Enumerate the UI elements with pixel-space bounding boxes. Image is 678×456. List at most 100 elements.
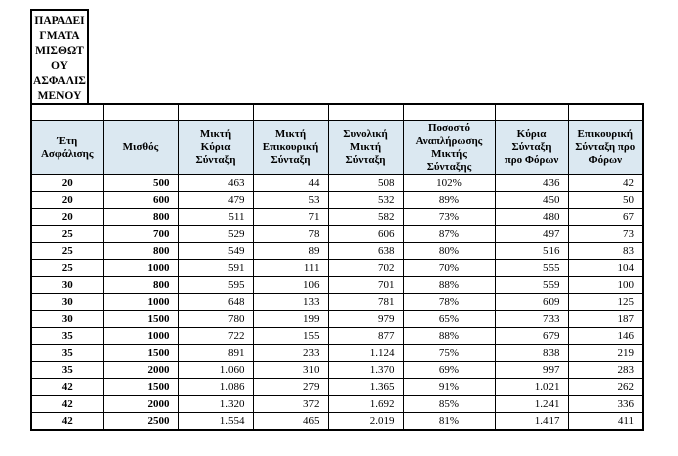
table-cell: 877 bbox=[327, 327, 404, 345]
spacer-cell bbox=[327, 103, 404, 121]
table-cell: 78 bbox=[252, 225, 329, 243]
table-cell: 891 bbox=[177, 344, 254, 362]
table-cell: 80% bbox=[402, 242, 496, 260]
table-cell: 100 bbox=[567, 276, 644, 294]
header-total-gross-pension: Συνολική Μικτή Σύνταξη bbox=[327, 120, 404, 175]
table-cell: 591 bbox=[177, 259, 254, 277]
table-row: 30 800 595 106 701 88% 559 100 bbox=[30, 276, 644, 294]
table-cell: 1.692 bbox=[327, 395, 404, 413]
table-cell: 75% bbox=[402, 344, 496, 362]
table-cell: 78% bbox=[402, 293, 496, 311]
table-cell: 595 bbox=[177, 276, 254, 294]
table-cell: 702 bbox=[327, 259, 404, 277]
table-cell: 463 bbox=[177, 174, 254, 192]
table-cell: 436 bbox=[494, 174, 569, 192]
table-cell: 480 bbox=[494, 208, 569, 226]
table-cell: 67 bbox=[567, 208, 644, 226]
table-cell: 532 bbox=[327, 191, 404, 209]
header-gross-auxiliary-pension: Μικτή Επικουρική Σύνταξη bbox=[252, 120, 329, 175]
table-cell: 89% bbox=[402, 191, 496, 209]
table-row: 35 2000 1.060 310 1.370 69% 997 283 bbox=[30, 361, 644, 379]
table-cell: 155 bbox=[252, 327, 329, 345]
spacer-row bbox=[30, 103, 644, 121]
header-auxiliary-pension-pretax: Επικουρική Σύνταξη προ Φόρων bbox=[567, 120, 644, 175]
table-cell: 20 bbox=[30, 174, 104, 192]
table-cell: 279 bbox=[252, 378, 329, 396]
table-cell: 111 bbox=[252, 259, 329, 277]
table-row: 25 1000 591 111 702 70% 555 104 bbox=[30, 259, 644, 277]
table-cell: 106 bbox=[252, 276, 329, 294]
table-cell: 73% bbox=[402, 208, 496, 226]
table-cell: 1000 bbox=[102, 259, 179, 277]
table-cell: 648 bbox=[177, 293, 254, 311]
header-row: Έτη Ασφάλισης Μισθός Μικτή Κύρια Σύνταξη… bbox=[30, 120, 644, 175]
table-cell: 133 bbox=[252, 293, 329, 311]
table-cell: 549 bbox=[177, 242, 254, 260]
table-cell: 42 bbox=[30, 378, 104, 396]
table-cell: 20 bbox=[30, 208, 104, 226]
table-cell: 1.241 bbox=[494, 395, 569, 413]
table-cell: 411 bbox=[567, 412, 644, 431]
table-cell: 125 bbox=[567, 293, 644, 311]
table-cell: 336 bbox=[567, 395, 644, 413]
table-cell: 582 bbox=[327, 208, 404, 226]
table-cell: 1.021 bbox=[494, 378, 569, 396]
spacer-cell bbox=[252, 103, 329, 121]
table-cell: 1.370 bbox=[327, 361, 404, 379]
table-cell: 283 bbox=[567, 361, 644, 379]
table-cell: 1.365 bbox=[327, 378, 404, 396]
table-cell: 25 bbox=[30, 259, 104, 277]
table-cell: 89 bbox=[252, 242, 329, 260]
table-cell: 2.019 bbox=[327, 412, 404, 431]
table-row: 35 1500 891 233 1.124 75% 838 219 bbox=[30, 344, 644, 362]
table-cell: 262 bbox=[567, 378, 644, 396]
table-cell: 30 bbox=[30, 310, 104, 328]
table-cell: 35 bbox=[30, 344, 104, 362]
spacer-cell bbox=[102, 103, 179, 121]
table-cell: 800 bbox=[102, 242, 179, 260]
table-cell: 609 bbox=[494, 293, 569, 311]
table-cell: 997 bbox=[494, 361, 569, 379]
table-cell: 1.554 bbox=[177, 412, 254, 431]
table-cell: 2000 bbox=[102, 361, 179, 379]
table-cell: 102% bbox=[402, 174, 496, 192]
table-cell: 35 bbox=[30, 327, 104, 345]
table-row: 20 600 479 53 532 89% 450 50 bbox=[30, 191, 644, 209]
table-cell: 1500 bbox=[102, 344, 179, 362]
table-row: 42 1500 1.086 279 1.365 91% 1.021 262 bbox=[30, 378, 644, 396]
table-cell: 20 bbox=[30, 191, 104, 209]
table-cell: 25 bbox=[30, 242, 104, 260]
table-cell: 91% bbox=[402, 378, 496, 396]
table-cell: 1.417 bbox=[494, 412, 569, 431]
table-cell: 508 bbox=[327, 174, 404, 192]
table-cell: 42 bbox=[567, 174, 644, 192]
spacer-cell bbox=[177, 103, 254, 121]
table-row: 42 2500 1.554 465 2.019 81% 1.417 411 bbox=[30, 412, 644, 431]
table-row: 20 500 463 44 508 102% 436 42 bbox=[30, 174, 644, 192]
table-cell: 529 bbox=[177, 225, 254, 243]
table-cell: 1500 bbox=[102, 378, 179, 396]
table-cell: 1.060 bbox=[177, 361, 254, 379]
table-cell: 35 bbox=[30, 361, 104, 379]
table-cell: 87% bbox=[402, 225, 496, 243]
table-cell: 71 bbox=[252, 208, 329, 226]
table-row: 25 700 529 78 606 87% 497 73 bbox=[30, 225, 644, 243]
table-cell: 722 bbox=[177, 327, 254, 345]
table-cell: 25 bbox=[30, 225, 104, 243]
spacer-cell bbox=[494, 103, 569, 121]
table-cell: 30 bbox=[30, 276, 104, 294]
table-cell: 83 bbox=[567, 242, 644, 260]
table-row: 35 1000 722 155 877 88% 679 146 bbox=[30, 327, 644, 345]
table-cell: 85% bbox=[402, 395, 496, 413]
table-cell: 700 bbox=[102, 225, 179, 243]
table-cell: 800 bbox=[102, 208, 179, 226]
table-cell: 781 bbox=[327, 293, 404, 311]
table-cell: 679 bbox=[494, 327, 569, 345]
table-cell: 70% bbox=[402, 259, 496, 277]
pension-table: Έτη Ασφάλισης Μισθός Μικτή Κύρια Σύνταξη… bbox=[30, 103, 644, 431]
table-cell: 233 bbox=[252, 344, 329, 362]
table-cell: 555 bbox=[494, 259, 569, 277]
table-cell: 42 bbox=[30, 395, 104, 413]
worksheet-area: ΠΑΡΑΔΕΙ ΓΜΑΤΑ ΜΙΣΘΩΤ ΟΥ ΑΣΦΑΛΙΣ ΜΕΝΟΥ Έτ… bbox=[30, 9, 644, 431]
table-cell: 733 bbox=[494, 310, 569, 328]
